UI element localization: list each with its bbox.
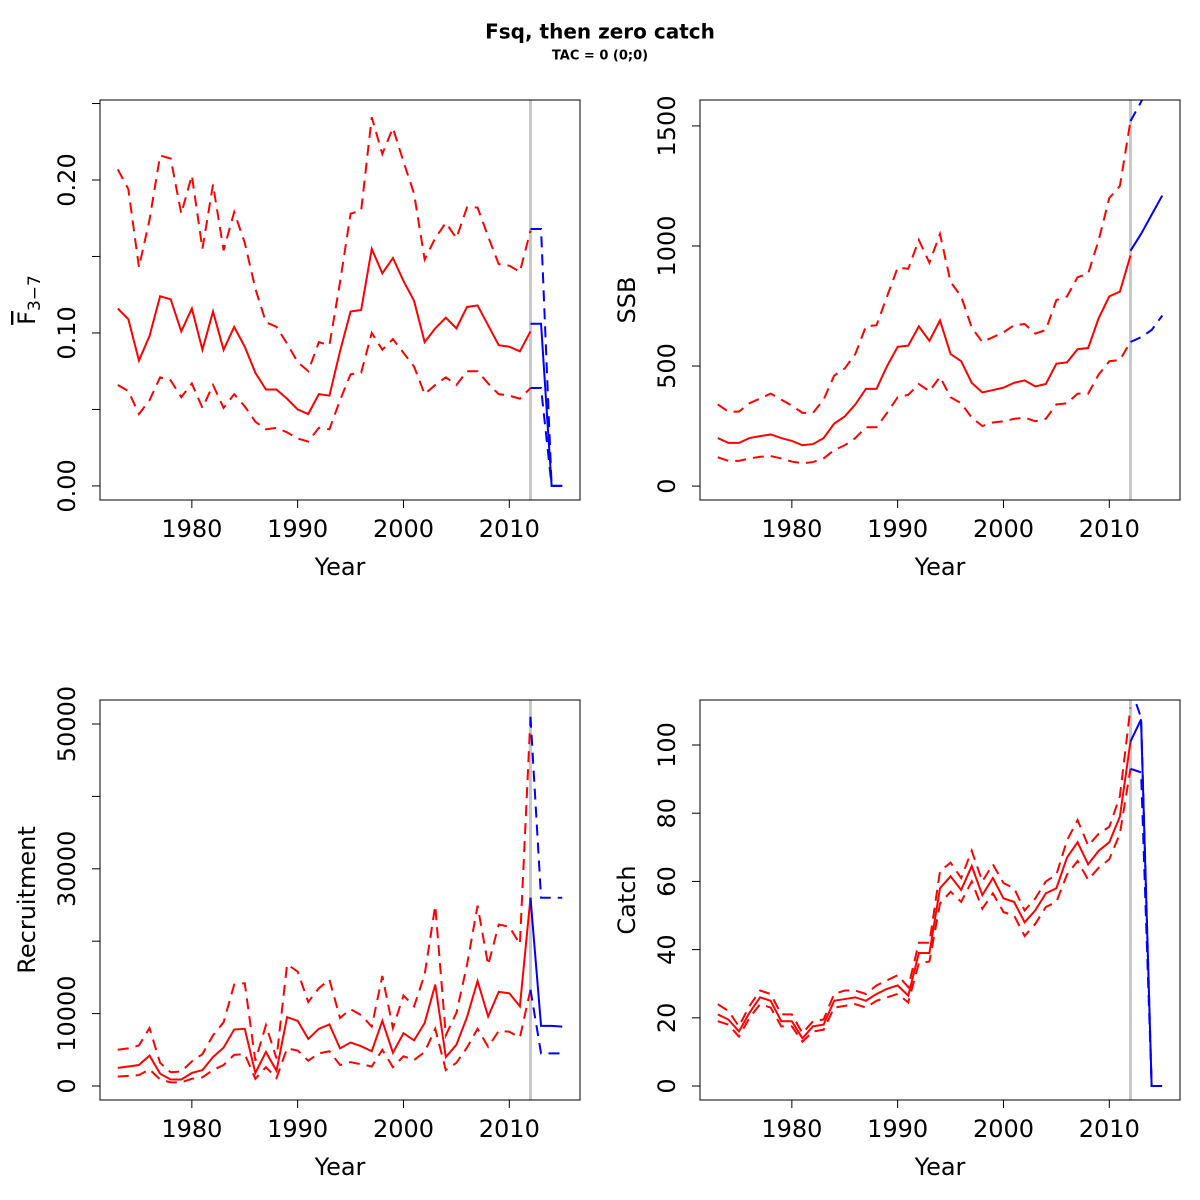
- series-line: [529, 989, 563, 1055]
- series-line: [717, 341, 1132, 465]
- x-tick-label: 2000: [973, 515, 1034, 543]
- y-axis-label: F3−7: [13, 275, 45, 325]
- y-axis-label-main: Catch: [613, 865, 641, 934]
- y-tick-label: 0: [653, 478, 681, 493]
- series-line: [717, 255, 1132, 447]
- figure-title: Fsq, then zero catch: [485, 20, 715, 44]
- y-tick-label: 0.10: [53, 306, 81, 359]
- x-tick-label: 2000: [373, 1115, 434, 1143]
- y-axis-label-main: Recruitment: [13, 826, 41, 973]
- panel: 1980 1990 2000 2010 Year 0 20 40 60 80 100 Catch: [613, 699, 1181, 1181]
- y-tick-label: 0.20: [53, 153, 81, 206]
- y-axis-label-sub: 3−7: [25, 275, 45, 311]
- plot-frame: [99, 699, 581, 1101]
- y-axis-label: SSB: [613, 277, 641, 324]
- x-tick-label: 2010: [479, 515, 540, 543]
- y-tick-label: 500: [653, 343, 681, 389]
- x-tick-label: 1990: [867, 515, 928, 543]
- x-axis-label: Year: [314, 1153, 366, 1181]
- panel: 1980 1990 2000 2010 Year 0 10000 30000 50000 Recr…: [13, 686, 581, 1181]
- y-axis-label-main: F: [13, 311, 41, 325]
- y-tick-label: 0: [653, 1078, 681, 1093]
- series-line: [117, 897, 532, 1081]
- series-line: [717, 741, 1132, 1040]
- x-tick-label: 2000: [373, 515, 434, 543]
- y-tick-label: 20: [653, 1003, 681, 1034]
- x-tick-label: 1980: [161, 515, 222, 543]
- y-tick-label: 80: [653, 798, 681, 829]
- y-tick-label: 0.00: [53, 459, 81, 512]
- series-line: [529, 897, 563, 1028]
- panel: 1980 1990 2000 2010 Year 0 500 1000 1500 SSB: [613, 95, 1181, 581]
- x-axis-label: Year: [314, 553, 366, 581]
- x-axis-label: Year: [914, 553, 966, 581]
- x-axis-label: Year: [914, 1153, 966, 1181]
- y-tick-label: 1500: [653, 95, 681, 156]
- series-line: [1130, 315, 1164, 343]
- x-tick-label: 2010: [1079, 515, 1140, 543]
- y-tick-label: 60: [653, 866, 681, 897]
- series-line: [1133, 700, 1163, 1088]
- y-tick-label: 40: [653, 934, 681, 965]
- x-tick-label: 1980: [761, 515, 822, 543]
- plot-frame: [699, 699, 1181, 1101]
- panel: 1980 1990 2000 2010 Year 0.00 0.10 0.20 F3−7: [13, 99, 581, 581]
- y-tick-label: 10000: [53, 975, 81, 1051]
- series-line: [530, 227, 563, 487]
- x-tick-label: 1990: [267, 515, 328, 543]
- y-tick-label: 50000: [53, 686, 81, 762]
- x-tick-label: 2010: [1079, 1115, 1140, 1143]
- x-tick-label: 1980: [761, 1115, 822, 1143]
- series-line: [529, 716, 563, 899]
- x-tick-label: 1990: [867, 1115, 928, 1143]
- y-tick-label: 1000: [653, 215, 681, 276]
- series-line: [530, 387, 563, 487]
- series-line: [717, 768, 1132, 1044]
- series-line: [717, 707, 1132, 1035]
- series-line: [117, 716, 532, 1074]
- y-tick-label: 100: [653, 722, 681, 768]
- x-tick-label: 1980: [161, 1115, 222, 1143]
- series-line: [717, 120, 1132, 414]
- series-line: [117, 245, 532, 416]
- series-line: [117, 330, 532, 443]
- series-line: [116, 117, 532, 373]
- y-tick-label: 30000: [53, 831, 81, 907]
- x-tick-label: 1990: [267, 1115, 328, 1143]
- y-axis-label: Catch: [613, 865, 641, 934]
- y-axis-label: Recruitment: [13, 826, 41, 973]
- y-axis-label-main: SSB: [613, 277, 641, 324]
- x-tick-label: 2000: [973, 1115, 1034, 1143]
- series-line: [1130, 767, 1163, 1088]
- x-tick-label: 2010: [479, 1115, 540, 1143]
- figure-subtitle: TAC = 0 (0;0): [552, 49, 648, 64]
- series-line: [117, 989, 532, 1084]
- series-line: [1129, 100, 1144, 122]
- series-line: [1129, 195, 1164, 252]
- plot-frame: [99, 99, 581, 501]
- y-tick-label: 0: [53, 1078, 81, 1093]
